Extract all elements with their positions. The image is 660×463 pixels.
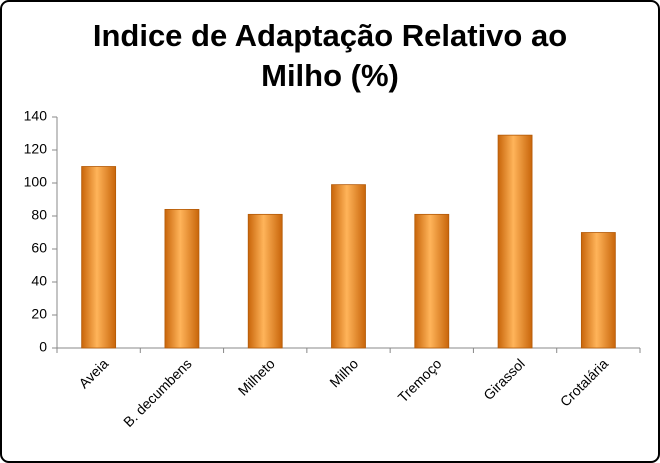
y-tick-label: 80 <box>31 207 47 223</box>
bar <box>81 166 117 349</box>
y-tick-label: 40 <box>31 273 47 289</box>
bar <box>247 213 283 349</box>
y-tick-label: 140 <box>24 108 48 124</box>
bar <box>497 134 533 349</box>
bar <box>414 213 450 349</box>
chart-title: Indice de Adaptação Relativo ao Milho (%… <box>92 18 568 93</box>
bar <box>164 208 200 349</box>
y-tick-label: 120 <box>24 141 48 157</box>
y-tick-label: 60 <box>31 240 47 256</box>
bar <box>331 184 366 349</box>
y-tick-label: 100 <box>24 174 48 190</box>
bar <box>580 232 616 349</box>
y-tick-label: 20 <box>31 306 47 322</box>
y-tick-label: 0 <box>39 339 47 355</box>
